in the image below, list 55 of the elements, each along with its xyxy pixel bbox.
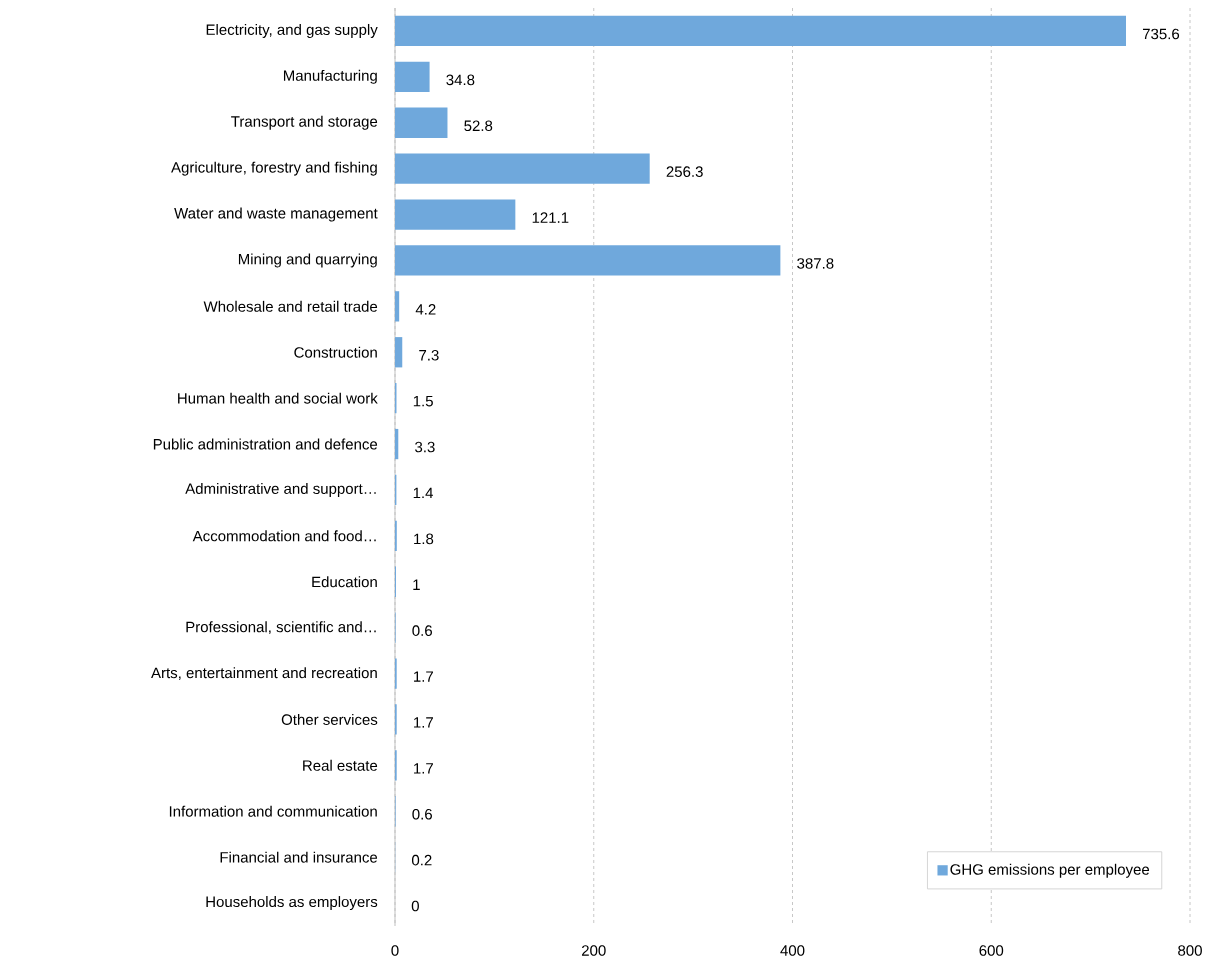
data-label: 256.3 xyxy=(666,166,703,177)
y-tick-label: Public administration and defence xyxy=(153,438,378,450)
data-label: 0 xyxy=(411,900,419,912)
data-label: 121.1 xyxy=(532,212,569,223)
data-label: 1.8 xyxy=(414,533,434,545)
bar xyxy=(395,107,448,138)
y-tick-label: Human health and social work xyxy=(178,392,378,404)
data-label: 52.8 xyxy=(464,120,493,132)
data-label: 7.3 xyxy=(419,349,439,361)
x-tick-label: 0 xyxy=(391,945,399,956)
data-label: 0.2 xyxy=(411,854,432,866)
y-tick-label: Mining and quarrying xyxy=(238,253,377,268)
bar xyxy=(395,428,399,460)
x-tick-label: 400 xyxy=(780,945,805,956)
y-tick-label: Construction xyxy=(294,346,377,358)
y-tick-label: Households as employers xyxy=(206,896,378,911)
y-tick-label: Accommodation and food… xyxy=(192,530,376,542)
legend-label: GHG emissions per employee xyxy=(950,863,1150,878)
data-label: 387.8 xyxy=(797,258,834,269)
data-label: 0.6 xyxy=(412,808,432,820)
y-tick-label: Water and waste management xyxy=(174,207,378,222)
bar xyxy=(395,291,400,322)
data-label: 0.6 xyxy=(412,625,432,636)
data-label: 1.7 xyxy=(414,717,433,728)
bar xyxy=(395,153,650,184)
bar xyxy=(395,245,781,276)
y-tick-label: Other services xyxy=(281,713,378,725)
bar xyxy=(395,61,430,92)
y-tick-label: Financial and insurance xyxy=(220,851,378,863)
data-label: 735.6 xyxy=(1142,28,1180,40)
y-tick-label: Transport and storage xyxy=(231,115,378,130)
data-label: 4.2 xyxy=(415,304,436,315)
data-label: 3.3 xyxy=(415,441,435,453)
bar xyxy=(395,199,516,230)
x-tick-label: 800 xyxy=(1178,945,1202,956)
y-tick-label: Arts, entertainment and recreation xyxy=(151,667,377,680)
y-tick-label: Professional, scientific and… xyxy=(186,621,376,635)
data-label: 1.7 xyxy=(414,671,433,682)
y-tick-label: Real estate xyxy=(303,759,378,771)
y-tick-label: Manufacturing xyxy=(283,69,377,84)
bar xyxy=(395,15,1127,47)
data-label: 34.8 xyxy=(446,74,475,86)
y-tick-label: Electricity, and gas supply xyxy=(206,23,378,38)
data-label: 1.4 xyxy=(413,487,434,499)
y-tick-label: Agriculture, forestry and fishing xyxy=(171,161,377,176)
data-label: 1.7 xyxy=(414,763,433,774)
y-tick-label: Administrative and support… xyxy=(185,482,376,497)
x-tick-label: 600 xyxy=(979,945,1004,956)
y-tick-label: Wholesale and retail trade xyxy=(203,300,378,312)
data-label: 1 xyxy=(413,579,420,590)
data-label: 1.5 xyxy=(413,395,433,407)
x-tick-label: 200 xyxy=(581,945,606,956)
y-tick-label: Information and communication xyxy=(169,805,377,817)
y-tick-label: Education xyxy=(312,576,377,588)
bar xyxy=(395,337,403,368)
